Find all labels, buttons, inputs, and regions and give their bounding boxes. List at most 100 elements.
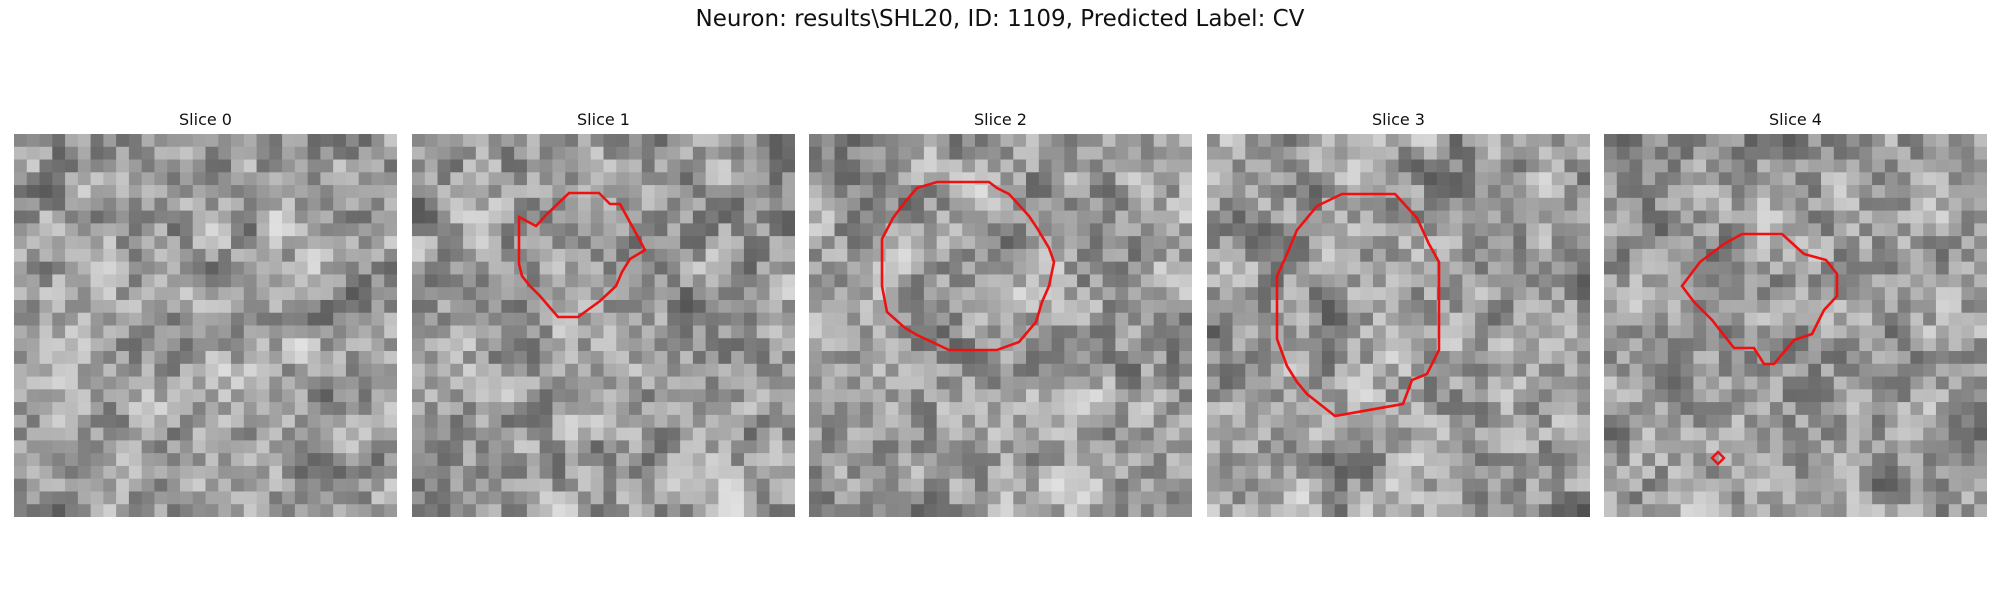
image-pixel bbox=[987, 261, 1002, 276]
image-pixel bbox=[1910, 197, 1924, 212]
image-pixel bbox=[1974, 287, 1987, 301]
image-pixel bbox=[1616, 172, 1631, 186]
image-pixel bbox=[424, 389, 439, 403]
image-pixel bbox=[371, 146, 385, 161]
image-pixel bbox=[1166, 478, 1180, 493]
image-pixel bbox=[437, 185, 451, 199]
image-pixel bbox=[1808, 134, 1822, 148]
image-pixel bbox=[1462, 134, 1476, 148]
image-pixel bbox=[1910, 172, 1924, 186]
image-pixel bbox=[1296, 363, 1310, 378]
image-pixel bbox=[437, 159, 451, 173]
image-pixel bbox=[718, 312, 732, 327]
image-pixel bbox=[769, 478, 783, 493]
image-pixel bbox=[1680, 325, 1694, 339]
image-pixel bbox=[1577, 351, 1590, 365]
image-pixel bbox=[577, 376, 592, 390]
image-pixel bbox=[654, 389, 668, 403]
image-pixel bbox=[1089, 134, 1104, 148]
image-pixel bbox=[1013, 287, 1027, 301]
image-pixel bbox=[282, 299, 296, 314]
image-pixel bbox=[307, 236, 321, 250]
image-pixel bbox=[103, 185, 117, 199]
image-pixel bbox=[424, 312, 439, 327]
image-pixel bbox=[1795, 478, 1809, 493]
image-pixel bbox=[384, 185, 397, 199]
image-pixel bbox=[1347, 299, 1361, 314]
image-pixel bbox=[629, 427, 643, 441]
image-pixel bbox=[103, 299, 117, 314]
image-pixel bbox=[616, 414, 630, 429]
image-pixel bbox=[667, 453, 681, 467]
image-pixel bbox=[1219, 338, 1234, 352]
image-pixel bbox=[616, 134, 630, 148]
image-pixel bbox=[1974, 134, 1987, 148]
image-pixel bbox=[282, 376, 296, 390]
image-pixel bbox=[167, 453, 181, 467]
image-pixel bbox=[1089, 185, 1104, 199]
image-pixel bbox=[345, 261, 360, 276]
image-pixel bbox=[218, 478, 232, 493]
image-pixel bbox=[898, 351, 912, 365]
slice-title: Slice 2 bbox=[974, 110, 1027, 129]
image-pixel bbox=[731, 261, 745, 276]
image-pixel bbox=[345, 465, 360, 480]
image-pixel bbox=[1398, 427, 1412, 441]
image-pixel bbox=[1526, 453, 1540, 467]
image-pixel bbox=[1038, 465, 1053, 480]
image-pixel bbox=[1219, 146, 1234, 161]
image-pixel bbox=[974, 299, 989, 314]
image-pixel bbox=[1564, 261, 1578, 276]
image-pixel bbox=[128, 363, 143, 378]
image-pixel bbox=[501, 248, 515, 263]
image-pixel bbox=[565, 134, 579, 148]
image-pixel bbox=[847, 465, 861, 480]
image-pixel bbox=[898, 185, 912, 199]
image-pixel bbox=[616, 389, 630, 403]
image-pixel bbox=[1526, 312, 1540, 327]
image-pixel bbox=[821, 159, 836, 173]
image-pixel bbox=[1296, 197, 1310, 212]
image-pixel bbox=[860, 223, 874, 237]
image-pixel bbox=[1974, 159, 1987, 173]
image-pixel bbox=[974, 376, 989, 390]
image-pixel bbox=[885, 504, 899, 517]
image-pixel bbox=[654, 223, 668, 237]
image-pixel bbox=[1232, 159, 1246, 173]
image-pixel bbox=[243, 402, 258, 416]
image-pixel bbox=[898, 491, 912, 505]
image-pixel bbox=[514, 185, 528, 199]
image-pixel bbox=[782, 351, 795, 365]
image-pixel bbox=[231, 351, 245, 365]
image-pixel bbox=[1718, 363, 1733, 378]
image-pixel bbox=[154, 338, 168, 352]
image-pixel bbox=[1128, 146, 1142, 161]
image-pixel bbox=[860, 185, 874, 199]
image-pixel bbox=[1321, 351, 1336, 365]
image-pixel bbox=[1232, 299, 1246, 314]
image-pixel bbox=[936, 287, 951, 301]
image-pixel bbox=[1604, 274, 1618, 288]
image-pixel bbox=[1385, 274, 1400, 288]
image-pixel bbox=[1667, 402, 1682, 416]
image-pixel bbox=[256, 427, 270, 441]
image-pixel bbox=[1064, 248, 1078, 263]
image-pixel bbox=[1245, 402, 1259, 416]
image-pixel bbox=[116, 414, 130, 429]
image-pixel bbox=[987, 134, 1002, 148]
image-pixel bbox=[1013, 146, 1027, 161]
image-pixel bbox=[1487, 185, 1502, 199]
image-pixel bbox=[412, 491, 426, 505]
image-pixel bbox=[39, 389, 53, 403]
image-pixel bbox=[1846, 146, 1860, 161]
slice-image bbox=[1207, 134, 1590, 517]
image-pixel bbox=[1077, 299, 1091, 314]
image-pixel bbox=[1385, 287, 1400, 301]
image-pixel bbox=[1872, 312, 1886, 327]
image-pixel bbox=[834, 491, 848, 505]
image-pixel bbox=[77, 172, 92, 186]
image-pixel bbox=[1757, 197, 1771, 212]
image-pixel bbox=[1077, 236, 1091, 250]
image-pixel bbox=[809, 363, 823, 378]
image-pixel bbox=[1795, 248, 1809, 263]
